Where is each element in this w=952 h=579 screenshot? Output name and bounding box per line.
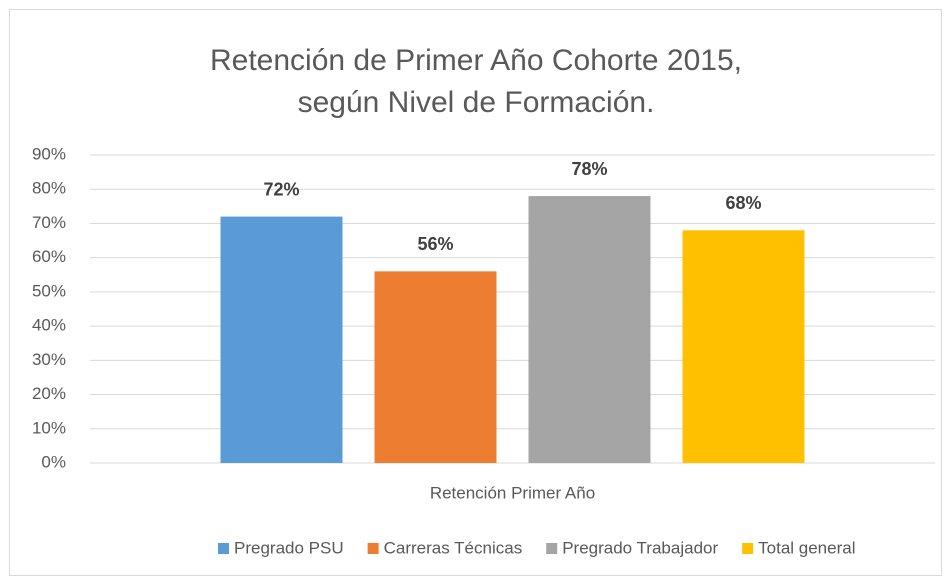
y-tick-label: 50% (32, 281, 66, 300)
legend-swatch (367, 543, 379, 554)
data-label: 78% (571, 159, 607, 179)
data-label: 68% (725, 193, 761, 213)
y-tick-label: 0% (41, 452, 66, 471)
legend-swatch (546, 543, 558, 554)
legend-swatch (742, 543, 754, 554)
bar (374, 271, 497, 463)
y-tick-label: 20% (32, 384, 66, 403)
legend-swatch (218, 543, 229, 554)
bar (682, 230, 805, 463)
legend-label: Pregrado Trabajador (562, 538, 718, 557)
bar (220, 216, 343, 463)
y-tick-label: 80% (32, 179, 66, 198)
data-label: 56% (417, 234, 453, 254)
y-tick-label: 60% (32, 247, 66, 266)
y-tick-label: 70% (32, 213, 66, 232)
legend-label: Pregrado PSU (234, 538, 344, 557)
data-label: 72% (263, 179, 299, 199)
y-tick-label: 90% (32, 144, 66, 163)
y-tick-label: 40% (32, 316, 66, 335)
y-tick-label: 10% (32, 418, 66, 437)
bar (528, 196, 651, 464)
chart-border (9, 9, 942, 576)
y-tick-label: 30% (32, 350, 66, 369)
legend-label: Total general (758, 538, 855, 557)
chart-title: Retención de Primer Año Cohorte 2015, se… (210, 44, 742, 119)
legend-label: Carreras Técnicas (384, 538, 523, 557)
x-tick-label: Retención Primer Año (430, 483, 595, 502)
